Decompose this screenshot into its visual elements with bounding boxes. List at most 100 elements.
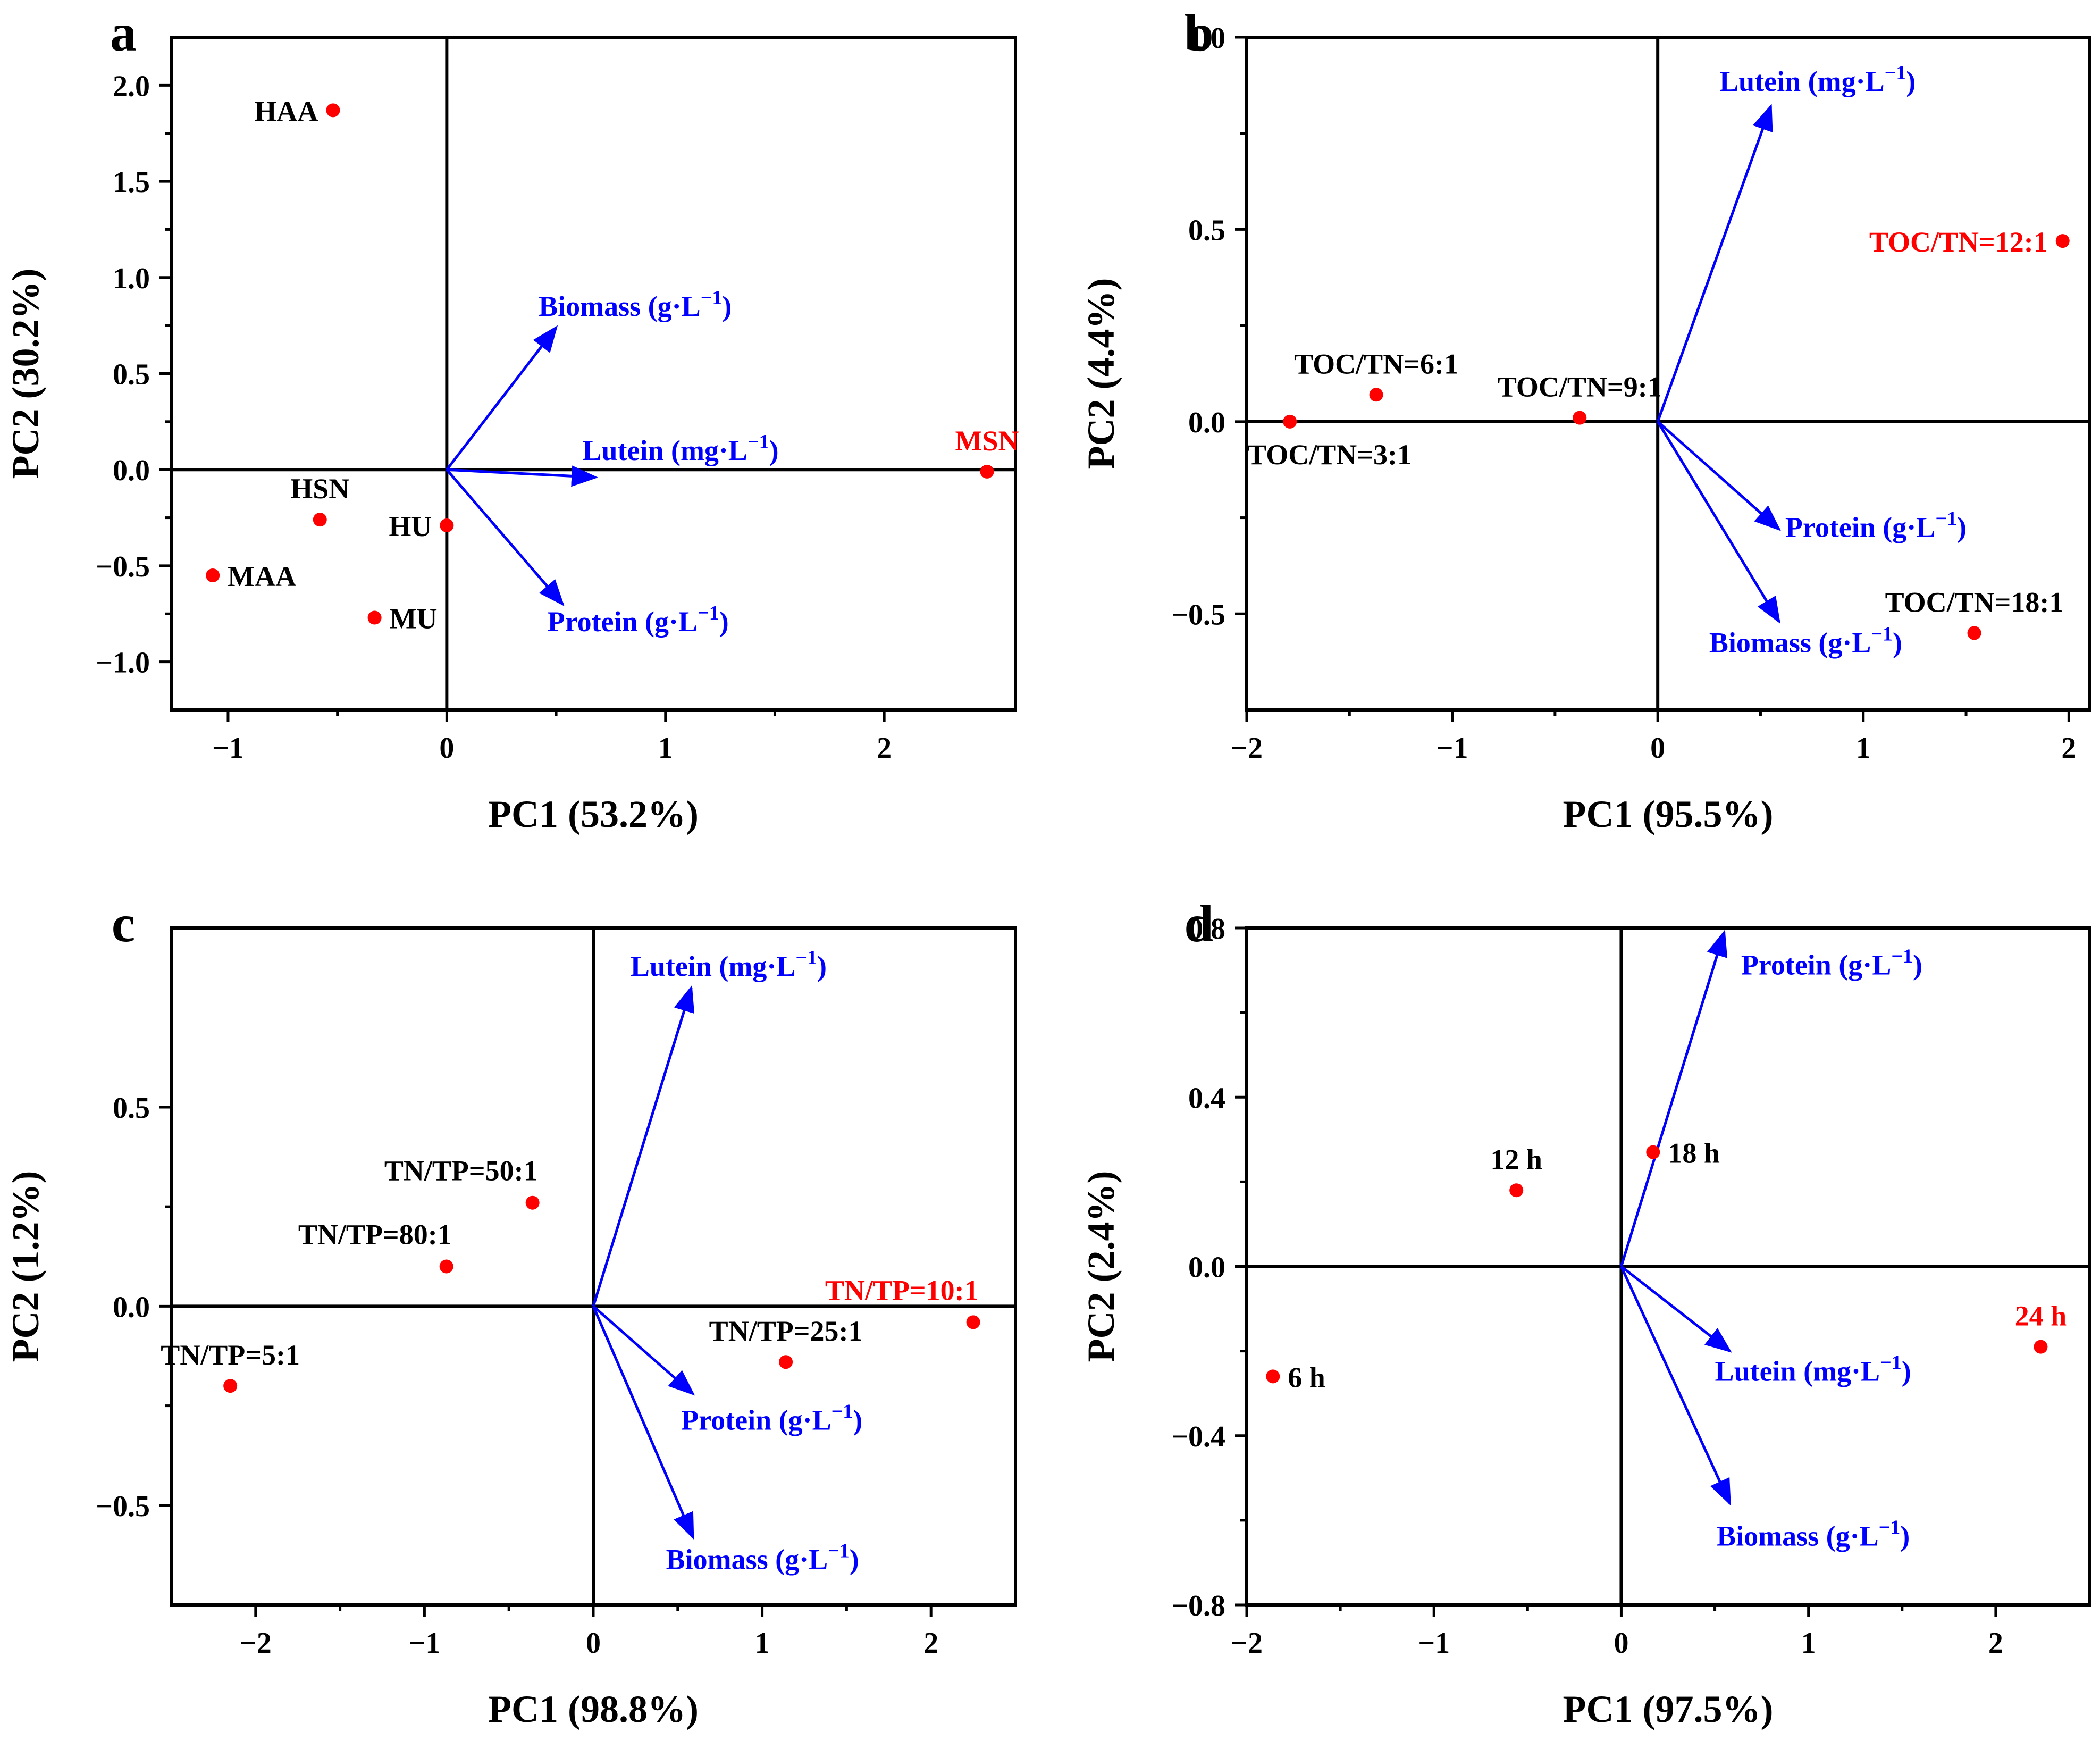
score-point-label: MSN [955,425,1019,457]
y-tick-label: 1.5 [113,166,150,199]
x-tick-label: 1 [658,732,673,765]
score-point-label: TN/TP=25:1 [709,1315,863,1347]
panel-b: −2 −1 0 1 2 1.0 0.5 0.0 −0.5 PC1 (95.5%) PC2 (4.4%… [1080,3,2091,835]
score-point [1509,1183,1524,1198]
loading-label-sup: −1 [1871,623,1893,646]
loading-arrow [1657,421,1780,624]
loading-label-main: Biomass (g·L [539,290,701,322]
loading-arrow [1656,104,1773,422]
loading-label-close: ) [1900,1520,1910,1552]
y-tick-label: 0.0 [1188,1251,1225,1284]
loading-label: Lutein (mg·L−1) [1715,1351,1911,1387]
score-point [1573,411,1587,425]
loading-label-sup: −1 [747,431,769,453]
x-axis-label: PC1 (97.5%) [1563,1688,1774,1730]
panel-letter: a [110,3,137,62]
score-point-label: 6 h [1288,1361,1325,1393]
loading-arrow [446,325,558,471]
loading-label-sup: −1 [795,947,817,969]
loading-label-main: Protein (g·L [548,606,698,638]
loading-label-close: ) [1902,1355,1911,1387]
score-point-label: HAA [254,95,318,127]
loading-label: Lutein (mg·L−1) [1719,62,1916,97]
x-tick-label: 1 [1801,1627,1816,1660]
x-tick-label: −1 [408,1627,440,1660]
loading-arrow [592,985,695,1307]
loading-label-sup: −1 [701,287,723,309]
score-point [440,518,454,533]
loading-label-main: Biomass (g·L [1709,627,1871,659]
score-point [1967,626,1981,640]
score-point [2034,1340,2048,1354]
panel-a: −1 0 1 2 2.0 1.5 1.0 0.5 0.0 −0.5 −1.0 PC1 (53.2%) P… [4,3,1019,835]
plot-frame [1245,36,2091,712]
loading-label-close: ) [722,290,732,322]
x-tick-label: −2 [1231,1627,1263,1660]
x-tick-label: −2 [1231,732,1263,765]
loading-label: Biomass (g·L−1) [666,1540,859,1576]
y-tick-label: 0.5 [1188,214,1225,247]
score-point-label: MAA [228,560,296,592]
loading-label-main: Lutein (mg·L [631,950,796,982]
loading-label-main: Lutein (mg·L [1719,65,1885,97]
loading-label-main: Protein (g·L [1741,949,1891,981]
loading-label-sup: −1 [831,1401,853,1423]
y-axis-label: PC2 (2.4%) [1080,1171,1122,1362]
y-tick-label: −0.5 [96,550,150,583]
loading-arrow [592,1306,694,1540]
loading-label: Protein (g·L−1) [1741,946,1922,981]
y-tick-label: 0.8 [1188,913,1225,946]
score-point-label: TN/TP=10:1 [825,1274,979,1306]
score-point-label: TN/TP=5:1 [161,1339,300,1371]
score-point-label: 24 h [2015,1300,2067,1332]
loading-label: Biomass (g·L−1) [1709,623,1902,659]
score-point-label: 18 h [1668,1137,1720,1169]
y-tick-label: −1.0 [96,647,150,680]
loading-label: Lutein (mg·L−1) [631,947,827,982]
y-tick-label: 0.5 [113,1092,150,1125]
loading-label-main: Protein (g·L [681,1404,831,1436]
loading-label-sup: −1 [698,602,719,624]
loading-label-sup: −1 [1885,62,1906,84]
panel-c: −2 −1 0 1 2 0.5 0.0 −0.5 PC1 (98.8%) PC2 (1.2%) c L… [4,894,1017,1730]
loading-label: Biomass (g·L−1) [1717,1517,1910,1552]
loading-label-close: ) [1906,65,1916,97]
y-tick-label: 2.0 [113,70,150,103]
panel-letter: d [1184,894,1214,953]
y-tick-label: 0.0 [113,1291,150,1324]
x-tick-label: 0 [1650,732,1665,765]
loading-arrow [446,468,565,607]
score-point [1283,414,1297,429]
y-tick-label: −0.8 [1171,1589,1225,1622]
score-point [439,1259,453,1274]
loading-label-main: Lutein (mg·L [1715,1355,1880,1387]
y-axis-label: PC2 (4.4%) [1080,278,1122,470]
x-axis-label: PC1 (53.2%) [488,793,699,835]
score-point [1266,1369,1280,1384]
score-point [525,1195,540,1210]
x-tick-label: 0 [439,732,454,765]
loading-label-close: ) [719,606,729,638]
loading-label-close: ) [850,1544,859,1576]
y-tick-label: −0.4 [1171,1420,1225,1453]
score-point [367,610,382,625]
loading-label-close: ) [769,434,779,466]
x-axis-label: PC1 (98.8%) [488,1688,699,1730]
y-tick-label: 0.4 [1188,1082,1225,1115]
loading-label-sup: −1 [1891,946,1913,968]
loading-label: Protein (g·L−1) [681,1401,862,1436]
y-tick-label: 1.0 [113,262,150,295]
x-tick-label: −1 [1418,1627,1450,1660]
x-tick-label: −1 [1437,732,1468,765]
loading-label: Protein (g·L−1) [548,602,729,638]
loading-label: Biomass (g·L−1) [539,287,732,322]
score-point [313,513,327,527]
loading-arrow [1620,1266,1732,1506]
loading-label-sup: −1 [1880,1351,1902,1374]
loading-label-close: ) [1893,627,1902,659]
loading-label-sup: −1 [1879,1517,1901,1539]
score-point-label: TOC/TN=3:1 [1247,439,1412,471]
x-tick-label: 2 [923,1627,938,1660]
loading-label-close: ) [817,950,827,982]
